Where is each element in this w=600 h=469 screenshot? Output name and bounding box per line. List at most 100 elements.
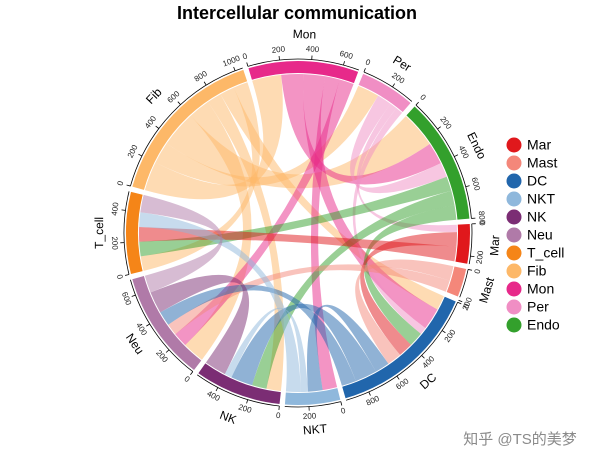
chord [138, 227, 457, 262]
tick-label: 0 [276, 411, 282, 420]
legend-label: NK [527, 209, 547, 225]
tick-mark [465, 185, 470, 188]
tick-mark [470, 255, 475, 258]
legend-swatch [506, 245, 522, 261]
legend-label: T_cell [527, 245, 564, 261]
tick-mark [165, 349, 170, 353]
tick-mark [363, 68, 366, 73]
legend-label: Mast [527, 155, 557, 171]
legend-label: DC [527, 173, 547, 189]
sector-axis [130, 67, 243, 187]
tick-label: 200 [271, 44, 286, 54]
tick-mark [138, 153, 143, 157]
tick-mark [441, 330, 446, 334]
tick-mark [131, 294, 136, 297]
chord [224, 307, 308, 392]
legend-label: Fib [527, 263, 547, 279]
tick-mark [468, 269, 473, 271]
tick-label: 0 [461, 302, 471, 310]
legend-swatch [506, 263, 522, 279]
sector-arc [248, 61, 359, 84]
chart-title: Intercellular communication [177, 3, 417, 23]
legend-label: Neu [527, 227, 553, 243]
chord [175, 79, 354, 346]
sector-axis [123, 191, 130, 275]
sector-arc [406, 106, 470, 220]
chord [140, 82, 260, 271]
tick-label: 200 [303, 411, 317, 421]
watermark: 知乎 @TS的美梦 [463, 431, 577, 448]
legend-swatch [506, 155, 522, 171]
sector-label: NK [218, 408, 239, 427]
tick-mark [392, 83, 396, 88]
sector-axis [363, 71, 413, 102]
sector-arc [198, 363, 281, 405]
sector-arc [132, 276, 202, 371]
legend-swatch [506, 281, 522, 297]
tick-mark [177, 101, 181, 105]
chord [355, 259, 454, 364]
tick-label: 400 [110, 201, 121, 216]
tick-mark [368, 391, 371, 396]
tick-label: 600 [470, 176, 482, 192]
tick-mark [458, 299, 463, 303]
chord [150, 274, 250, 375]
legend-swatch [506, 317, 522, 333]
sector-arc [342, 296, 456, 399]
tick-label: 0 [241, 51, 248, 61]
sector-axis [130, 279, 194, 372]
tick-label: 800 [477, 211, 487, 226]
sector-axis [284, 401, 341, 408]
legend-swatch [506, 173, 522, 189]
tick-mark [126, 184, 131, 187]
chord [185, 101, 252, 360]
tick-mark [457, 301, 462, 305]
tick-mark [190, 371, 194, 376]
tick-label: 200 [237, 403, 253, 416]
sector-label: NKT [302, 421, 328, 437]
sector-arc [455, 223, 470, 264]
sector-axis [459, 269, 469, 298]
chord [231, 303, 376, 386]
tick-mark [437, 126, 441, 130]
legend-swatch [506, 227, 522, 243]
chord [160, 284, 356, 386]
chord [140, 194, 223, 293]
legend-label: Per [527, 299, 549, 315]
tick-mark [203, 81, 207, 86]
tick-mark [396, 375, 400, 380]
tick-label: 0 [115, 274, 125, 281]
chord [352, 108, 426, 334]
sector-arc [126, 191, 143, 275]
tick-mark [233, 66, 236, 71]
tick-label: 200 [110, 236, 120, 250]
chords [138, 74, 458, 393]
tick-mark [215, 387, 219, 392]
tick-mark [246, 62, 249, 67]
tick-mark [454, 154, 459, 157]
tick-mark [155, 125, 160, 129]
tick-label: 0 [418, 93, 428, 103]
sector-axis [196, 374, 280, 407]
legend-swatch [506, 209, 522, 225]
legend-label: Mon [527, 281, 554, 297]
tick-label: 0 [364, 57, 372, 67]
sector-label: Mar [487, 235, 502, 257]
chord [302, 74, 438, 329]
tick-mark [415, 101, 419, 106]
legend-label: NKT [527, 191, 555, 207]
legend-swatch [506, 137, 522, 153]
sector-label: T_cell [92, 217, 106, 249]
sector-arc [358, 73, 411, 113]
sector-arc [284, 388, 341, 405]
legend-swatch [506, 191, 522, 207]
chord [155, 85, 379, 187]
tick-mark [125, 274, 130, 276]
sector-axis [345, 302, 458, 401]
legend-label: Mar [527, 137, 551, 153]
chord [281, 74, 441, 185]
sector-arc [132, 69, 248, 190]
chord [360, 232, 458, 355]
tick-mark [340, 401, 343, 406]
tick-mark [421, 355, 425, 359]
